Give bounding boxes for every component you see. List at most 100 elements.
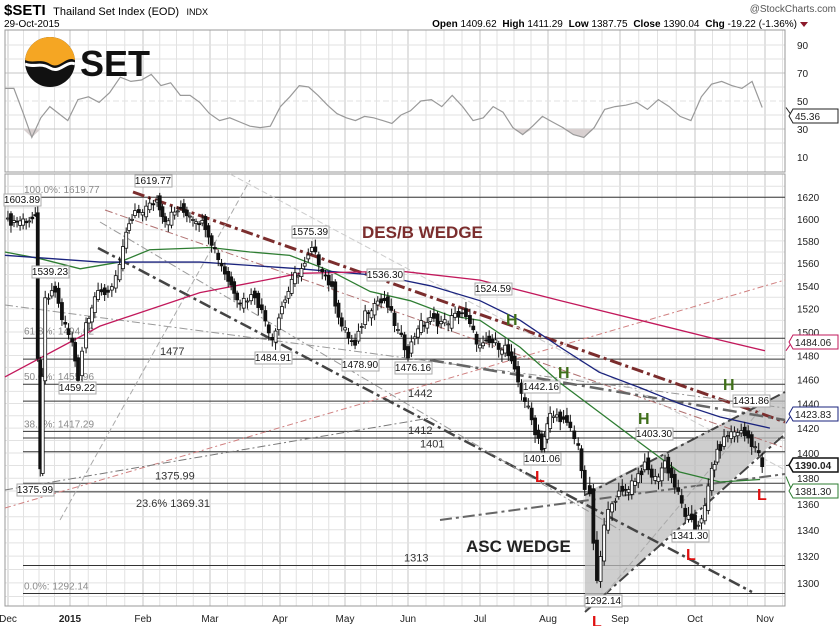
candle (481, 335, 485, 350)
candle-body (449, 315, 454, 329)
rsi-tick-label: 90 (797, 41, 809, 52)
candle (280, 301, 284, 320)
candle (503, 338, 508, 358)
candle (579, 445, 584, 479)
candle (313, 239, 318, 255)
candle-body (40, 376, 45, 474)
ma-red-flag-box (788, 334, 839, 350)
candle (256, 290, 261, 316)
candle-body (529, 407, 534, 421)
date-tick-label: Aug (539, 614, 557, 625)
candle-body (545, 423, 550, 440)
price-tick-label: 1540 (797, 282, 820, 293)
candle-body (500, 349, 504, 355)
callout-box (3, 193, 42, 207)
candle-body (323, 274, 328, 277)
candle-body (568, 421, 573, 428)
candle-body (481, 342, 485, 347)
candle (289, 271, 294, 297)
candle (533, 415, 537, 443)
candle (263, 305, 268, 327)
candle (238, 299, 243, 311)
price-callout: 1619.77 (134, 174, 173, 188)
candle (273, 328, 278, 350)
candle-body (336, 302, 341, 318)
candle-body (636, 473, 641, 484)
candle-body (620, 485, 625, 492)
candle (113, 270, 118, 293)
fib-label: 23.6% 1369.31 (136, 498, 210, 510)
price-tick-label: 1620 (797, 193, 820, 204)
candle-body (169, 211, 174, 226)
open-value: 1409.62 (460, 19, 497, 30)
long-trendline (4, 304, 786, 409)
candle-body (200, 220, 205, 224)
candle (222, 262, 227, 281)
candle-body (756, 450, 761, 454)
candle-body (572, 430, 577, 440)
candle (66, 323, 71, 340)
candle-body (471, 325, 476, 331)
callout-box (635, 427, 674, 441)
candle-body (396, 329, 400, 331)
close-label: Close (633, 19, 661, 30)
candle-body (669, 467, 674, 478)
des-wedge-lower-line (104, 209, 786, 449)
candle-body (266, 324, 271, 334)
candle-body (359, 326, 364, 328)
candle (184, 206, 189, 223)
candle (598, 550, 603, 588)
candle (21, 213, 26, 230)
des-wedge-upper-line (132, 190, 786, 424)
candle-body (343, 327, 348, 331)
candle-body (249, 294, 254, 302)
candle-body (699, 518, 704, 524)
candle-body (646, 457, 651, 471)
candle (542, 431, 547, 455)
candle-body (422, 324, 427, 327)
candle (60, 298, 64, 326)
moving-average-line (4, 270, 766, 378)
candle-body (178, 206, 183, 209)
candle (35, 206, 40, 362)
candle (572, 425, 577, 445)
candle-body (629, 480, 634, 495)
candle-body (732, 431, 737, 438)
candle (715, 440, 720, 465)
candle (659, 462, 664, 487)
candle-body (442, 319, 447, 324)
candle (235, 290, 240, 308)
date-tick-label: Apr (272, 614, 288, 625)
candle-body (726, 435, 730, 438)
candle-body (428, 316, 433, 322)
candle-body (349, 340, 354, 343)
candle-body (283, 299, 288, 303)
price-tick-label: 1600 (797, 215, 820, 226)
candle (84, 317, 88, 354)
fan-line (59, 179, 251, 521)
candle (442, 312, 447, 327)
candle-body (299, 268, 304, 277)
level-label: 1477 (160, 346, 184, 358)
candle-body (653, 476, 658, 481)
candle-body (43, 297, 48, 382)
candle-body (551, 415, 556, 418)
candle-body (363, 310, 368, 325)
candle (509, 344, 514, 364)
candle (266, 322, 271, 341)
candle (169, 205, 174, 229)
price-callout: 1484.91 (254, 351, 293, 365)
candle-body (606, 509, 611, 531)
ma-red-flag-label: 1484.06 (795, 338, 832, 349)
candle-body (80, 350, 84, 377)
candle-body (106, 289, 110, 293)
candle-body (693, 514, 697, 531)
candle (9, 211, 13, 233)
candle (372, 298, 377, 321)
candle (106, 285, 110, 298)
price-callout: 1341.30 (671, 529, 710, 543)
candle-body (229, 276, 234, 286)
candle-body (663, 460, 667, 469)
candle (363, 304, 368, 329)
candle-body (760, 457, 765, 467)
